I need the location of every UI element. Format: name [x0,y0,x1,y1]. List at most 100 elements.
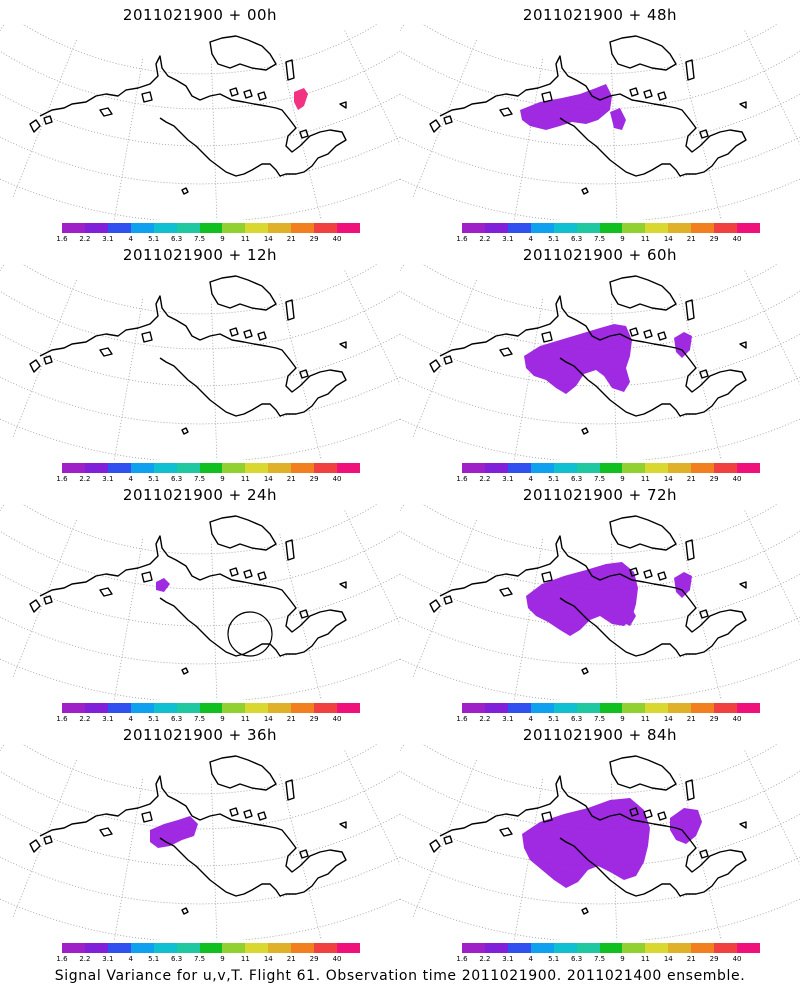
colorbar-tick-label: 40 [332,715,342,723]
coastline-arctic-islands [609,275,677,311]
colorbar-tick-label: 5.1 [548,235,560,243]
colorbar-swatch [130,943,154,953]
longitude-line [400,264,405,272]
colorbar-tick-label: 3.1 [102,715,114,723]
graticule [0,744,400,940]
variance-region [674,572,692,598]
colorbar-swatch [737,943,760,953]
colorbar-swatch [576,943,600,953]
forecast-panel: 2011021900 + 60h 1.6 2.2 3.1 4 5.1 6.3 7.5 9 11 14… [400,240,800,483]
latitude-line [421,744,779,795]
longitude-line [679,54,722,220]
latitude-line [0,136,400,185]
coastline-island [285,299,295,321]
longitude-line [113,538,144,700]
longitude-line [611,783,618,940]
colorbar-swatch [645,463,669,473]
colorbar-tick-label: 21 [286,475,296,483]
colorbar-swatch [62,703,85,713]
forecast-panel: 2011021900 + 72h 1.6 2.2 3.1 4 5.1 6.3 7.5 9 11 14… [400,480,800,723]
colorbar-swatch [645,703,669,713]
coastline-island [499,347,513,357]
coastline-island [229,87,239,97]
colorbar-swatch [199,463,223,473]
colorbar-tick-label: 5.1 [148,235,160,243]
colorbar-tick-label: 5.1 [548,475,560,483]
coastline-island [29,359,41,373]
colorbar-swatch [245,943,269,953]
colorbar-swatch [668,943,692,953]
panel-title: 2011021900 + 00h [122,6,278,24]
coastline-island [99,827,113,837]
coastline-island [339,821,347,829]
coastline [429,35,747,195]
coastline-mainland [39,55,347,177]
colorbar-ticks: 1.6 2.2 3.1 4 5.1 6.3 7.5 9 11 14 21 29 40 [450,235,780,245]
colorbar-swatch [291,463,315,473]
colorbar-tick-label: 7.5 [193,235,206,243]
colorbar-tick-label: 5.1 [148,475,160,483]
coastline-mainland [39,535,347,657]
colorbar-ticks: 1.6 2.2 3.1 4 5.1 6.3 7.5 9 11 14 21 29 40 [50,955,380,965]
colorbar-tick-label: 5.1 [548,715,560,723]
coastline-island [429,119,441,133]
coastline-island [443,835,453,845]
coastline-island [229,327,239,337]
coastline-island [229,567,239,577]
latitude-line [0,770,400,830]
colorbar-tick-label: 1.6 [456,235,468,243]
colorbar-tick-label: 29 [309,475,319,483]
latitude-line [0,290,400,350]
colorbar-swatch [599,463,623,473]
colorbar-swatch [222,223,246,233]
colorbar-tick-label: 11 [240,715,250,723]
coastline [29,515,347,675]
latitude-line [400,93,800,147]
coastline-arctic-islands [609,35,677,71]
colorbar-swatch [530,943,554,953]
colorbar-swatch [553,463,577,473]
colorbar-tick-label: 4 [528,715,533,723]
coastline-mainland [439,535,747,657]
colorbar-swatch [484,943,508,953]
variance-region [150,816,198,848]
colorbar-tick-label: 14 [663,475,673,483]
colorbar-tick-label: 14 [263,475,273,483]
colorbar [462,223,760,233]
coastline-island [429,839,441,853]
coastline-arctic-islands [609,755,677,791]
coastline-island [43,835,53,845]
longitude-line [611,303,618,460]
colorbar-swatch [530,703,554,713]
colorbar-swatch [645,943,669,953]
colorbar-swatch [714,943,738,953]
colorbar-tick-label: 29 [709,955,719,963]
colorbar-swatch [62,943,85,953]
coastline-island [581,667,589,675]
colorbar-swatch [576,223,600,233]
colorbar-swatch [530,463,554,473]
variance-region [526,562,638,636]
colorbar-swatch [484,223,508,233]
longitude-line [400,504,405,512]
graticule [0,24,400,220]
coastline-island [141,811,153,823]
longitude-line [113,58,144,220]
colorbar-ticks: 1.6 2.2 3.1 4 5.1 6.3 7.5 9 11 14 21 29 40 [450,715,780,725]
coastline-island [699,849,709,859]
colorbar-swatch [668,463,692,473]
colorbar [462,463,760,473]
colorbar-swatch [84,703,108,713]
colorbar-swatch [337,223,360,233]
longitude-line [744,30,800,145]
panel-title: 2011021900 + 12h [122,246,278,264]
coastline [29,275,347,435]
colorbar-tick-label: 5.1 [148,955,160,963]
latitude-line [400,376,800,425]
latitude-line [400,136,800,185]
colorbar-ticks: 1.6 2.2 3.1 4 5.1 6.3 7.5 9 11 14 21 29 40 [450,955,780,965]
latitude-line [400,178,800,220]
longitude-line [679,294,722,460]
colorbar-tick-label: 7.5 [593,715,606,723]
forecast-panel: 2011021900 + 36h 1.6 2.2 3.1 4 5.1 6.3 7.5 9 11 14… [0,720,400,963]
